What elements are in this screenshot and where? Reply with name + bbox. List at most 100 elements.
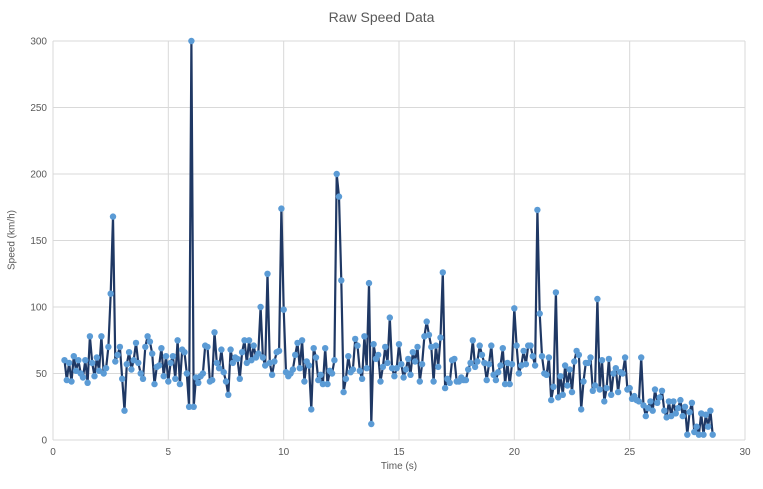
data-point bbox=[213, 359, 220, 367]
data-point bbox=[621, 354, 629, 361]
data-point bbox=[529, 353, 536, 360]
y-tick-label: 50 bbox=[36, 369, 48, 380]
data-point bbox=[405, 355, 412, 363]
data-point bbox=[356, 367, 363, 374]
data-point bbox=[349, 366, 357, 373]
data-point bbox=[70, 353, 78, 360]
data-point bbox=[358, 375, 366, 382]
data-point bbox=[520, 347, 527, 355]
data-point bbox=[437, 334, 444, 341]
data-point bbox=[222, 378, 230, 385]
data-point bbox=[190, 403, 197, 410]
x-axis-label: Time (s) bbox=[380, 461, 418, 472]
data-point bbox=[411, 358, 419, 365]
data-point bbox=[681, 403, 689, 410]
data-point bbox=[695, 431, 703, 438]
data-point bbox=[414, 343, 421, 351]
data-point bbox=[271, 358, 278, 365]
data-point bbox=[280, 306, 287, 313]
data-point bbox=[139, 375, 147, 382]
data-point bbox=[674, 404, 682, 412]
data-point bbox=[497, 362, 504, 369]
data-point bbox=[209, 376, 216, 384]
data-point bbox=[522, 361, 530, 368]
y-tick-label: 250 bbox=[30, 103, 47, 114]
data-point bbox=[672, 410, 679, 417]
data-point bbox=[335, 193, 343, 200]
data-point bbox=[430, 378, 437, 385]
data-point bbox=[91, 373, 98, 380]
x-tick-label: 10 bbox=[278, 447, 290, 458]
data-point bbox=[485, 361, 493, 368]
data-point bbox=[121, 407, 128, 414]
data-point bbox=[513, 342, 520, 349]
data-point bbox=[211, 329, 218, 336]
data-point bbox=[363, 365, 370, 372]
data-point bbox=[591, 382, 599, 389]
data-point bbox=[552, 289, 560, 296]
data-point bbox=[319, 380, 327, 388]
data-point bbox=[132, 339, 140, 347]
data-point bbox=[614, 388, 622, 396]
data-point bbox=[584, 359, 592, 367]
x-tick-label: 5 bbox=[166, 447, 172, 458]
data-point bbox=[185, 403, 193, 410]
x-tick-label: 25 bbox=[624, 447, 636, 458]
data-point bbox=[488, 342, 495, 349]
data-point bbox=[527, 342, 534, 349]
data-point bbox=[651, 386, 659, 393]
data-point bbox=[432, 342, 440, 349]
data-point bbox=[361, 333, 368, 340]
data-point bbox=[315, 376, 322, 384]
data-point bbox=[393, 365, 400, 372]
data-point bbox=[188, 37, 195, 45]
data-point bbox=[181, 349, 188, 356]
data-point bbox=[296, 365, 303, 372]
data-point bbox=[255, 350, 262, 357]
data-point bbox=[578, 406, 585, 413]
data-point bbox=[439, 269, 446, 276]
data-point bbox=[707, 407, 714, 414]
data-point bbox=[382, 343, 389, 351]
data-point bbox=[275, 347, 283, 355]
data-point bbox=[538, 353, 546, 360]
chart-title: Raw Speed Data bbox=[328, 9, 435, 25]
data-point bbox=[435, 363, 442, 371]
data-point bbox=[700, 431, 707, 438]
data-point bbox=[317, 371, 324, 378]
data-point bbox=[259, 354, 267, 361]
data-point bbox=[688, 399, 696, 406]
data-point bbox=[250, 342, 257, 349]
data-point bbox=[391, 373, 398, 380]
data-point bbox=[160, 373, 167, 380]
data-point bbox=[543, 371, 550, 378]
data-point bbox=[324, 380, 331, 388]
data-point bbox=[75, 357, 82, 364]
data-point bbox=[172, 375, 179, 382]
data-point bbox=[416, 378, 423, 385]
data-point bbox=[686, 408, 693, 416]
data-point bbox=[476, 342, 483, 349]
data-point bbox=[495, 369, 502, 376]
data-point bbox=[603, 384, 610, 392]
data-point bbox=[492, 376, 500, 384]
data-point bbox=[84, 379, 91, 386]
data-point bbox=[375, 351, 382, 359]
data-point bbox=[647, 398, 654, 405]
data-point bbox=[638, 354, 645, 361]
data-point bbox=[340, 388, 347, 396]
data-point bbox=[626, 384, 633, 392]
data-point bbox=[515, 370, 523, 377]
data-point bbox=[100, 370, 107, 377]
data-point bbox=[425, 331, 433, 339]
data-point bbox=[670, 398, 677, 405]
data-point bbox=[649, 407, 656, 414]
data-point bbox=[183, 370, 190, 377]
data-point bbox=[451, 355, 458, 363]
data-point bbox=[137, 370, 144, 377]
data-point bbox=[478, 351, 486, 359]
data-point bbox=[301, 378, 308, 385]
data-point bbox=[238, 349, 246, 356]
y-tick-label: 0 bbox=[41, 436, 47, 447]
